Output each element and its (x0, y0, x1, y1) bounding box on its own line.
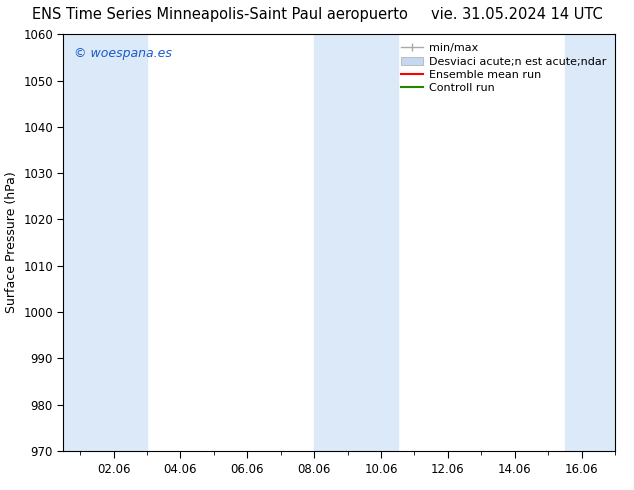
Bar (63, 34, 147, 451)
Y-axis label: Surface Pressure (hPa): Surface Pressure (hPa) (4, 172, 18, 314)
Bar (314, 34, 398, 451)
Bar (565, 34, 615, 451)
Text: ENS Time Series Minneapolis-Saint Paul aeropuerto     vie. 31.05.2024 14 UTC: ENS Time Series Minneapolis-Saint Paul a… (32, 7, 602, 23)
Text: © woespana.es: © woespana.es (74, 47, 172, 60)
Legend: min/max, Desviaci acute;n est acute;ndar, Ensemble mean run, Controll run: min/max, Desviaci acute;n est acute;ndar… (398, 40, 609, 97)
